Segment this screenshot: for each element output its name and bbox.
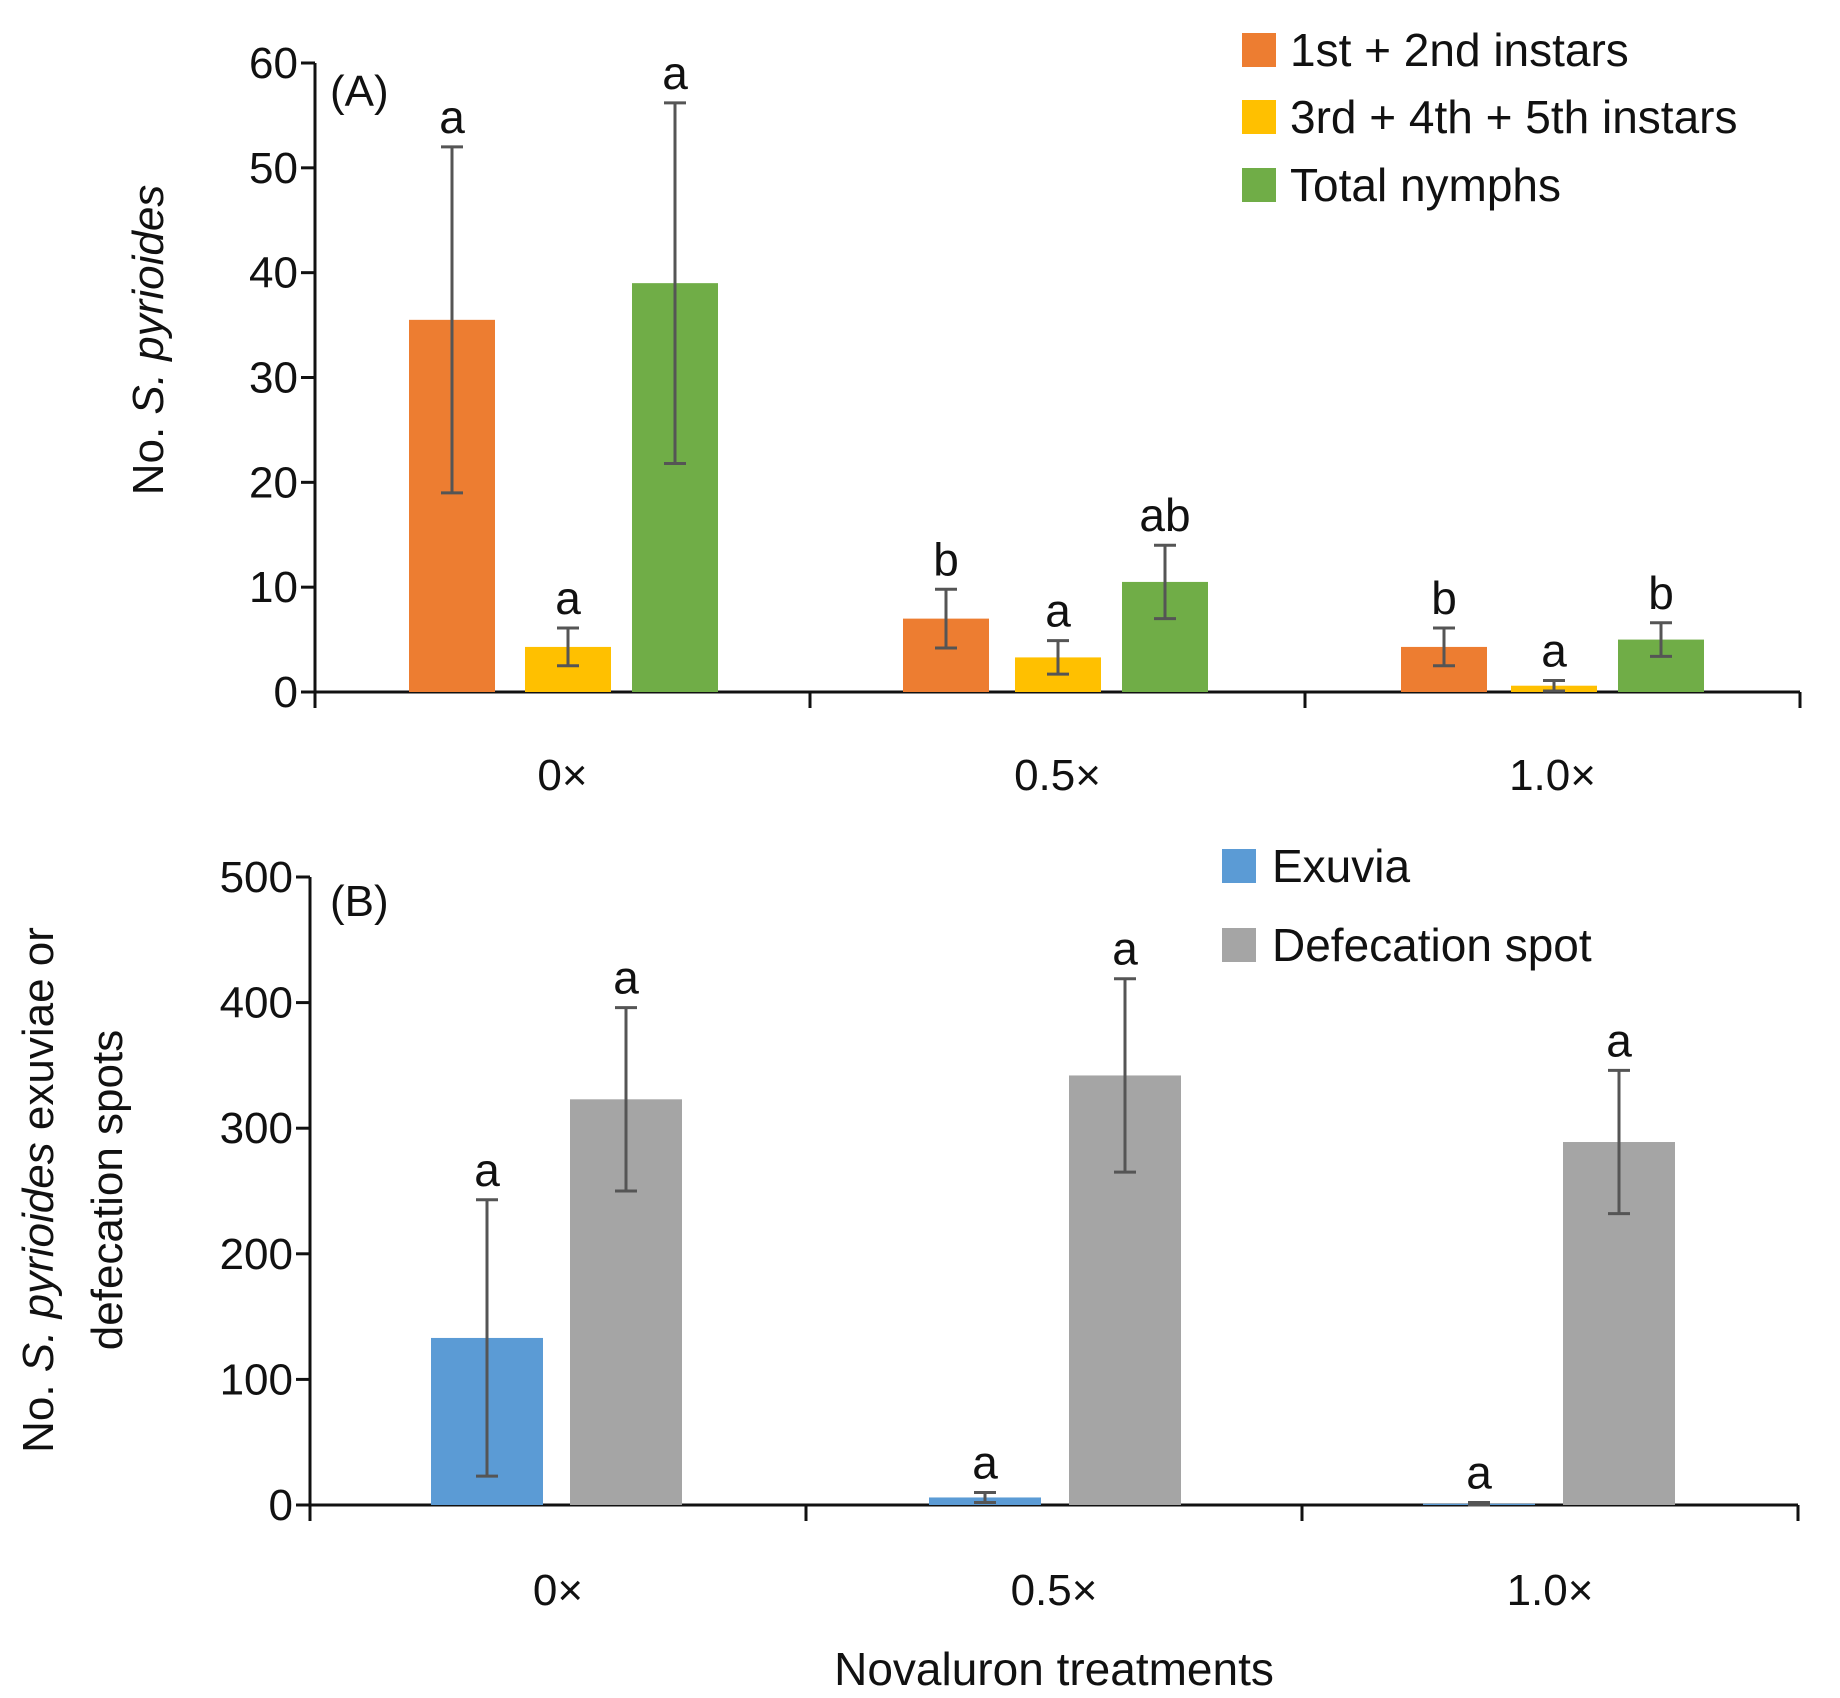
panel-a-legend-swatch <box>1242 33 1276 67</box>
panel-a-y-tick-label: 30 <box>249 354 298 403</box>
panel-b-significance-letter: a <box>613 952 639 1004</box>
panel-b-category-label: 1.0× <box>1507 1566 1594 1615</box>
panel-a-legend-label: Total nymphs <box>1290 159 1561 211</box>
panel-b-category-label: 0.5× <box>1011 1566 1098 1615</box>
panel-b-y-axis-title-species: S. pyrioides <box>14 1142 63 1372</box>
panel-a-y-axis-title-prefix: No. <box>124 415 173 496</box>
panel-b-legend-swatch <box>1222 849 1256 883</box>
panel-b-y-axis-title-prefix: No. <box>14 1372 63 1453</box>
panel-b-y-axis-title: No. S. pyrioides exuviae or defecation s… <box>14 927 132 1453</box>
panel-b-bar-group: a a a a a a <box>431 923 1675 1507</box>
panel-a-significance-letter: b <box>1648 567 1674 619</box>
panel-b-significance-letter: a <box>1466 1446 1492 1498</box>
panel-b-y-tick-label: 0 <box>269 1481 293 1530</box>
panel-a-y-tick-label: 20 <box>249 458 298 507</box>
panel-a-legend-label: 3rd + 4th + 5th instars <box>1290 91 1738 143</box>
panel-a-legend: 1st + 2nd instars 3rd + 4th + 5th instars… <box>1242 24 1738 211</box>
panel-b-y-tick-label: 300 <box>220 1104 293 1153</box>
panel-a-significance-letter: ab <box>1139 489 1190 541</box>
panel-b-significance-letter: a <box>1112 923 1138 975</box>
panel-b-legend-label: Defecation spot <box>1272 919 1592 971</box>
panel-a-label: (A) <box>330 67 389 116</box>
panel-a-y-tick-label: 40 <box>249 249 298 298</box>
panel-b-legend-label: Exuvia <box>1272 840 1410 892</box>
panel-a-y-tick-label: 50 <box>249 144 298 193</box>
panel-b-legend-swatch <box>1222 928 1256 962</box>
panel-b-significance-letter: a <box>474 1144 500 1196</box>
panel-b-category-label: 0× <box>533 1566 583 1615</box>
panel-b-y-tick-label: 500 <box>220 853 293 902</box>
panel-a-significance-letter: a <box>555 572 581 624</box>
panel-b: 0 100 200 300 400 500 0× 0.5× 1.0× a a a a a a Exuvia… <box>14 840 1800 1695</box>
panel-b-y-axis-title-line1: No. S. pyrioides exuviae or <box>14 927 63 1453</box>
panel-a-legend-label: 1st + 2nd instars <box>1290 24 1629 76</box>
panel-b-label: (B) <box>330 877 389 926</box>
panel-a-significance-letter: a <box>1045 585 1071 637</box>
panel-b-significance-letter: a <box>1606 1014 1632 1066</box>
panel-a-y-axis-title: No. S. pyrioides <box>124 185 173 496</box>
panel-a-legend-swatch <box>1242 168 1276 202</box>
panel-b-significance-letter: a <box>972 1436 998 1488</box>
panel-b-y-axis-title-line2: defecation spots <box>83 1030 132 1350</box>
panel-a-significance-letter: a <box>1541 624 1567 676</box>
panel-a-y-tick-label: 0 <box>274 668 298 717</box>
panel-b-legend: Exuvia Defecation spot <box>1222 840 1592 971</box>
panel-a-significance-letter: b <box>933 533 959 585</box>
panel-a-y-axis-title-species: S. pyrioides <box>124 185 173 415</box>
panel-b-tick-group: 0 100 200 300 400 500 0× 0.5× 1.0× <box>220 853 1800 1615</box>
panel-a-tick-group: 0 10 20 30 40 50 60 0× 0.5× 1.0× <box>249 39 1802 800</box>
panel-b-y-tick-label: 400 <box>220 979 293 1028</box>
panel-a-legend-swatch <box>1242 100 1276 134</box>
panel-a-significance-letter: a <box>439 91 465 143</box>
panel-a-significance-letter: a <box>662 47 688 99</box>
panel-a-category-label: 0.5× <box>1014 751 1101 800</box>
x-axis-title: Novaluron treatments <box>834 1643 1274 1695</box>
panel-a-y-tick-label: 60 <box>249 39 298 88</box>
panel-b-y-axis-title-suffix: exuviae or <box>14 927 63 1142</box>
panel-b-y-tick-label: 100 <box>220 1355 293 1404</box>
panel-a-category-label: 1.0× <box>1509 751 1596 800</box>
panel-a-category-label: 0× <box>537 751 587 800</box>
panel-b-y-tick-label: 200 <box>220 1230 293 1279</box>
panel-a-significance-letter: b <box>1431 572 1457 624</box>
panel-a-y-tick-label: 10 <box>249 563 298 612</box>
